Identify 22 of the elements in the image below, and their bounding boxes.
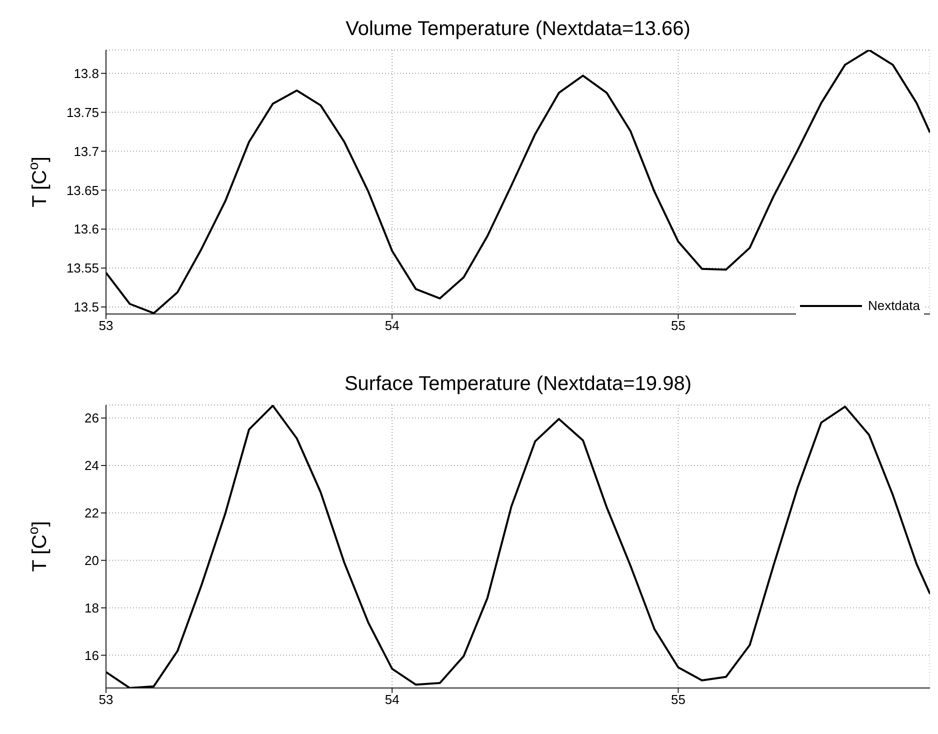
y-tick-label: 13.7 bbox=[74, 144, 99, 159]
x-tick-label: 53 bbox=[98, 318, 114, 334]
y-tick-label: 13.8 bbox=[74, 66, 99, 81]
y-tick-label: 16 bbox=[84, 648, 99, 663]
y-tick-label: 22 bbox=[84, 506, 99, 521]
chart-title: Volume Temperature (Nextdata=13.66) bbox=[344, 18, 692, 41]
y-tick-label: 13.6 bbox=[74, 222, 99, 237]
x-tick-label: 55 bbox=[670, 692, 686, 708]
legend-label: Nextdata bbox=[868, 298, 920, 313]
x-tick-label: 54 bbox=[384, 692, 400, 708]
chart-title: Surface Temperature (Nextdata=19.98) bbox=[343, 373, 693, 396]
x-tick-label: 53 bbox=[98, 692, 114, 708]
y-tick-label: 20 bbox=[84, 552, 99, 568]
y-tick-label: 26 bbox=[84, 410, 99, 426]
y-tick-label: 18 bbox=[84, 600, 99, 616]
y-tick-label: 24 bbox=[84, 458, 99, 474]
y-tick-label: 13.65 bbox=[66, 182, 99, 198]
x-tick-label: 55 bbox=[670, 318, 686, 334]
y-tick-label: 13.55 bbox=[66, 260, 99, 276]
y-tick-label: 13.5 bbox=[74, 300, 99, 315]
x-tick-label: 54 bbox=[384, 318, 400, 334]
y-tick-label: 13.75 bbox=[66, 104, 99, 120]
